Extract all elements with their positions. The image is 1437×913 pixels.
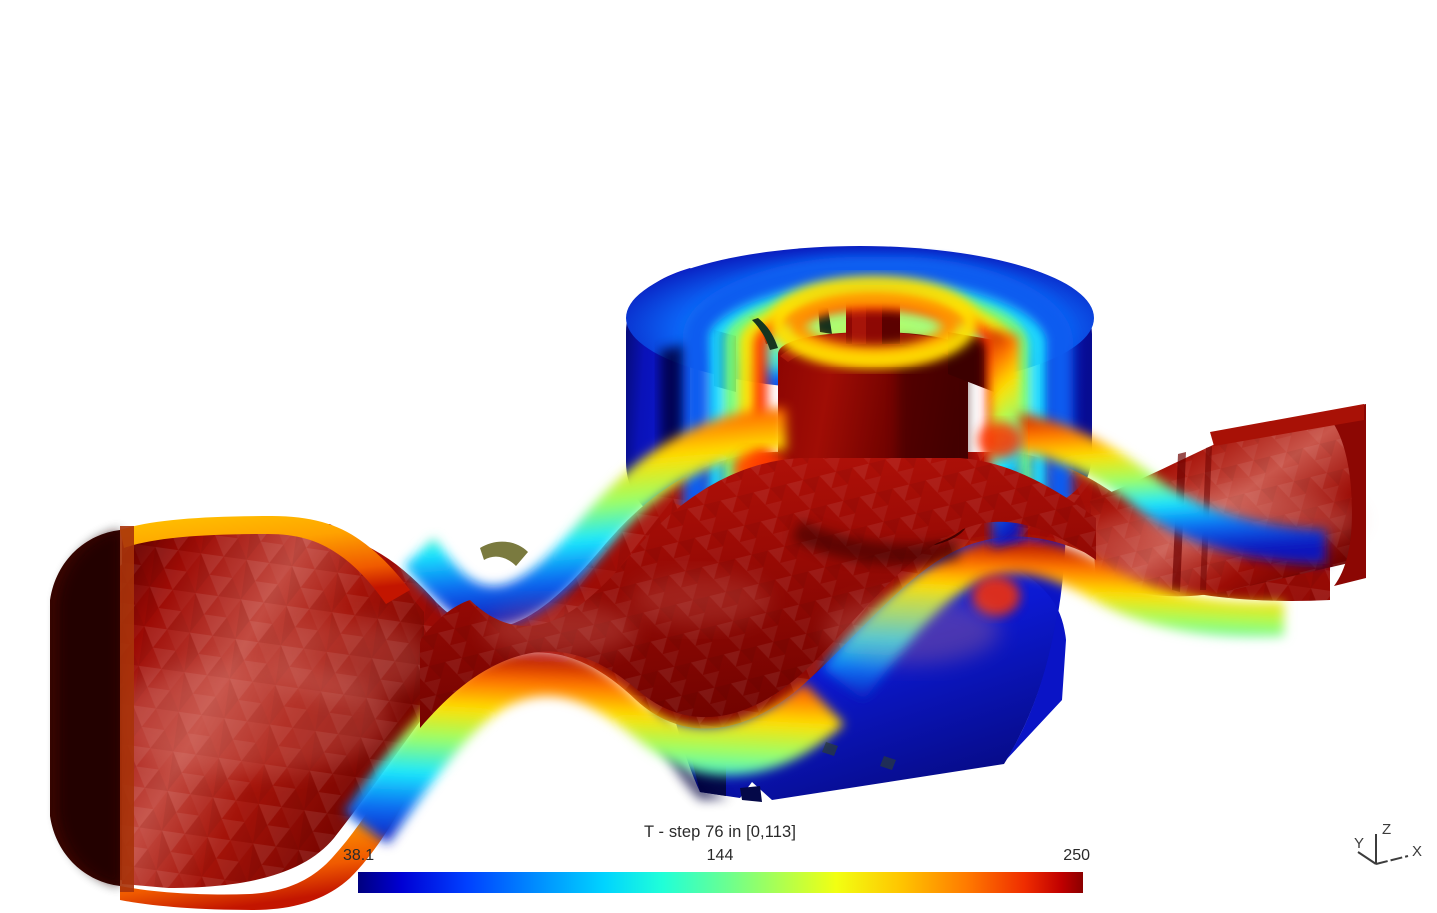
tbl-hotspot-right-upper [978, 422, 1022, 458]
valve-plug-top-arc [780, 332, 968, 362]
tbl-lower-right-band [822, 537, 1284, 700]
inlet-rim-left-edge [120, 526, 134, 892]
y-axis-line [1357, 851, 1377, 865]
tbl-hotspot-right-lower [972, 576, 1020, 616]
flange-sliver-left [752, 318, 778, 350]
scalar-bar-gradient[interactable] [358, 872, 1083, 893]
mesh-seam-c [880, 756, 896, 770]
tbl-stem-collar-yellow [770, 276, 978, 368]
lower-body-right-skirt [1000, 528, 1066, 760]
outlet-top-lip [1210, 404, 1364, 446]
y-axis-label: Y [1354, 835, 1364, 852]
scalar-bar-title: T - step 76 in [0,113] [643, 823, 796, 841]
flow-tube-highlight-c [824, 596, 1000, 664]
flow-tube-foreground [420, 458, 1096, 728]
seat-bump-left [480, 541, 528, 566]
scalar-bar[interactable]: T - step 76 in [0,113] 38.1 144 250 [330, 820, 1110, 900]
flow-tube-highlight-a [484, 604, 636, 656]
x-axis-line [1375, 855, 1409, 865]
tbl-upper-left-band [404, 408, 786, 628]
plug-seat-shadow [792, 520, 960, 566]
inlet-rim-bottom [120, 790, 404, 910]
x-axis-label: X [1412, 843, 1422, 860]
z-axis-label: Z [1382, 821, 1391, 838]
outlet-endcap-cut [1324, 404, 1366, 586]
mesh-seam-b [822, 742, 838, 756]
inlet-rim-top [120, 516, 410, 604]
tbl-upper-right-band [1000, 412, 1326, 564]
inlet-bore-highlight-2 [270, 620, 430, 700]
flange-cut-slivers [752, 318, 778, 350]
flow-tube-highlight-b [630, 574, 770, 626]
tbl-lower-left-band [344, 650, 844, 844]
inlet-endcap-shadow [58, 530, 120, 886]
scalar-bar-tick-max: 250 [1063, 847, 1090, 864]
orientation-axes-widget[interactable]: Z X Y [1334, 818, 1434, 898]
scalar-bar-tick-min: 38.1 [343, 847, 375, 864]
scalar-bar-tick-mid: 144 [706, 847, 734, 864]
body-foot-notch-right [740, 786, 762, 802]
